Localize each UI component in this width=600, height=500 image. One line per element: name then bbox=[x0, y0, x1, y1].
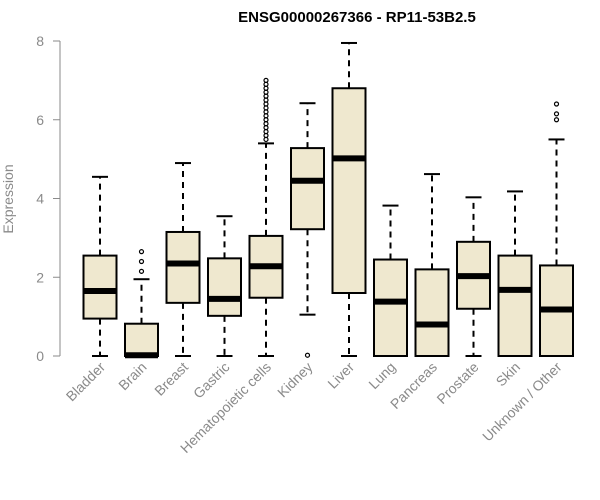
iqr-box bbox=[82, 254, 118, 320]
iqr-box bbox=[414, 268, 450, 357]
outlier-point bbox=[138, 249, 145, 255]
outlier-point bbox=[138, 258, 145, 265]
y-tick-label: 6 bbox=[36, 112, 44, 128]
outlier-point bbox=[553, 111, 560, 117]
chart-title: ENSG00000267366 - RP11-53B2.5 bbox=[238, 9, 476, 26]
outlier-point bbox=[138, 268, 145, 274]
boxes-group bbox=[82, 41, 574, 359]
outlier-point bbox=[553, 117, 560, 123]
y-tick-label: 0 bbox=[36, 348, 44, 364]
x-tick-label: Unknown / Other bbox=[479, 359, 565, 445]
box-prostate bbox=[456, 196, 491, 357]
box-brain bbox=[124, 249, 159, 359]
iqr-box bbox=[497, 254, 533, 357]
iqr-box bbox=[331, 87, 367, 294]
x-tick-label: Breast bbox=[151, 359, 191, 399]
x-tick-label: Bladder bbox=[63, 359, 109, 405]
iqr-box bbox=[124, 322, 159, 357]
box-bladder bbox=[82, 175, 118, 357]
y-tick-label: 8 bbox=[36, 33, 44, 49]
outlier-point bbox=[304, 352, 311, 358]
x-tick-label: Skin bbox=[493, 359, 524, 390]
x-tick-label: Kidney bbox=[274, 359, 316, 401]
y-tick-label: 4 bbox=[36, 191, 44, 207]
outlier-point bbox=[263, 77, 269, 83]
box-kidney bbox=[290, 102, 325, 358]
y-tick-label: 2 bbox=[36, 269, 44, 285]
box-liver bbox=[331, 41, 367, 357]
y-axis-label: Expression bbox=[0, 164, 16, 233]
x-tick-label: Brain bbox=[115, 359, 149, 393]
x-tick-label: Liver bbox=[324, 359, 357, 392]
box-unknown-other bbox=[539, 101, 574, 357]
iqr-box bbox=[373, 258, 408, 357]
box-pancreas bbox=[414, 173, 450, 357]
outlier-point bbox=[553, 101, 560, 107]
x-tick-label: Prostate bbox=[433, 359, 481, 407]
iqr-box bbox=[165, 230, 201, 304]
x-tick-label: Lung bbox=[365, 359, 398, 392]
box-skin bbox=[497, 190, 533, 357]
box-lung bbox=[373, 204, 408, 357]
box-gastric bbox=[207, 215, 242, 357]
box-breast bbox=[165, 162, 201, 357]
box-hematopoietic-cells bbox=[248, 77, 284, 357]
y-axis: 0 2 4 6 8 bbox=[36, 33, 61, 364]
iqr-box bbox=[290, 147, 325, 231]
iqr-box bbox=[207, 257, 242, 317]
